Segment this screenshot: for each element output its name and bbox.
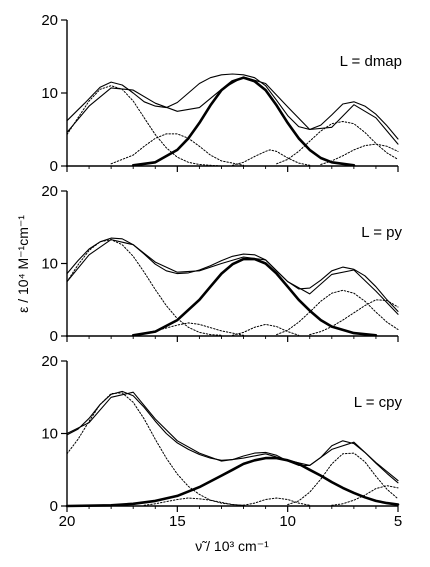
series-dotted-4	[66, 85, 222, 167]
series-dotted-5	[132, 322, 244, 336]
x-axis-label-units: / 10³ cm⁻¹	[202, 538, 269, 554]
series-dotted-7	[276, 289, 399, 336]
series-dotted-6	[243, 497, 311, 506]
x-tick-label: 10	[279, 513, 296, 530]
panel-label: L = cpy	[354, 394, 403, 411]
panel-label: L = dmap	[340, 53, 402, 70]
y-tick-label: 10	[41, 426, 58, 443]
series-solid-thin-2	[66, 391, 399, 482]
series-solid-thin-2	[66, 239, 399, 315]
series-solid-bold-3	[131, 257, 378, 337]
series-solid-thin-1	[66, 237, 399, 312]
series-dotted-4	[66, 239, 222, 336]
series-solid-thin-1	[66, 73, 399, 140]
x-tick-label: 5	[394, 513, 402, 530]
y-tick-label: 0	[50, 328, 58, 345]
x-axis-label: ν̃ / 10³ cm⁻¹	[195, 538, 269, 554]
series-dotted-6	[232, 323, 300, 336]
series-dotted-4	[66, 392, 244, 506]
series-dotted-6	[232, 149, 311, 166]
y-tick-label: 10	[41, 85, 58, 102]
series-dotted-5	[143, 497, 244, 506]
chart-panel-2: 0 10 20 L = py	[41, 183, 402, 345]
series-solid-bold-3	[131, 76, 356, 167]
series-dotted-7	[276, 121, 399, 165]
y-tick-label: 10	[41, 256, 58, 273]
y-tick-label: 20	[41, 353, 58, 370]
y-axis-label: ε / 10⁴ M⁻¹cm⁻¹	[15, 215, 31, 313]
x-tick-label: 15	[169, 513, 186, 530]
series-dotted-5	[110, 133, 244, 166]
chart-panel-3: 0 10 20 20 15 10 5 L = cpy	[41, 353, 402, 530]
series-solid-bold-3	[65, 456, 400, 508]
series-dotted-8	[309, 299, 399, 336]
y-tick-label: 20	[41, 12, 58, 29]
y-tick-label: 0	[50, 158, 58, 175]
series-dotted-7	[287, 452, 399, 506]
series-dotted-8	[320, 143, 399, 165]
series-dotted-8	[331, 485, 399, 506]
y-tick-label: 20	[41, 183, 58, 200]
x-tick-label: 20	[59, 513, 76, 530]
y-tick-label: 0	[50, 498, 58, 515]
panel-label: L = py	[361, 224, 402, 241]
chart-panel-1: 0 10 20 L = dmap	[41, 12, 402, 175]
